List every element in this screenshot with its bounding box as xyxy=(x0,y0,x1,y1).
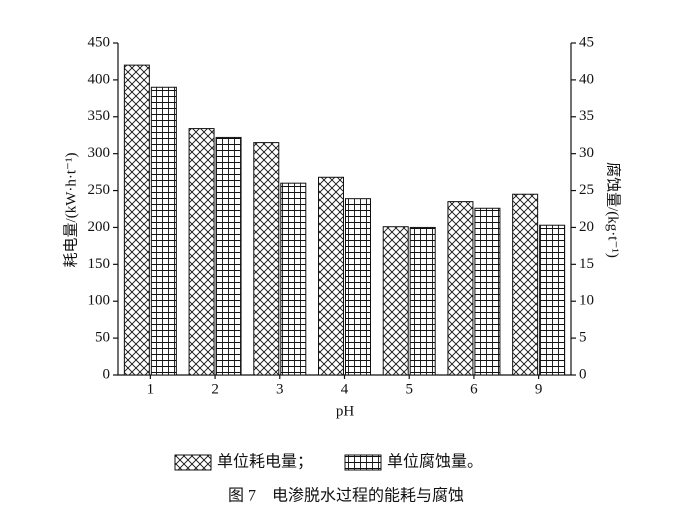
y-tick-label: 250 xyxy=(88,182,111,198)
bar xyxy=(345,198,371,376)
x-tick-label: 4 xyxy=(341,381,349,397)
y-tick-label: 50 xyxy=(95,330,110,346)
y-tick-label: 400 xyxy=(88,71,111,87)
y2-tick-label: 40 xyxy=(579,71,594,87)
y2-tick-label: 20 xyxy=(579,219,594,235)
axis-frame xyxy=(117,43,572,376)
caption: 图 7 电渗脱水过程的能耗与腐蚀 xyxy=(228,487,464,505)
y2-axis-label: 腐蚀量/(kg·t⁻¹) xyxy=(605,162,623,258)
x-tick-label: 1 xyxy=(147,381,155,397)
bar xyxy=(382,226,409,376)
bar xyxy=(409,226,436,376)
bar xyxy=(215,136,242,376)
legend-label: 单位腐蚀量。 xyxy=(387,453,483,471)
y2-tick-label: 10 xyxy=(579,293,594,309)
x-tick-label: 2 xyxy=(211,381,219,397)
x-tick-label: 5 xyxy=(405,381,413,397)
y2-tick-label: 35 xyxy=(579,108,594,124)
x-tick-label: 3 xyxy=(276,381,284,397)
bar xyxy=(253,142,280,376)
legend-swatch xyxy=(174,454,212,471)
y2-tick-label: 45 xyxy=(579,34,594,50)
y2-tick-label: 30 xyxy=(579,145,594,161)
x-tick-label: 6 xyxy=(470,381,478,397)
y-tick-label: 200 xyxy=(88,219,111,235)
y2-tick-label: 25 xyxy=(579,182,594,198)
y2-tick-label: 15 xyxy=(579,256,594,272)
y-tick-label: 0 xyxy=(103,366,111,382)
legend-label: 单位耗电量； xyxy=(217,453,313,471)
y-tick-label: 350 xyxy=(88,108,111,124)
x-tick-label: 9 xyxy=(535,381,543,397)
bar xyxy=(318,176,344,376)
bar xyxy=(280,182,307,376)
y-tick-label: 300 xyxy=(88,145,111,161)
y-tick-label: 150 xyxy=(88,256,111,272)
bar xyxy=(150,86,177,376)
bar xyxy=(123,64,150,376)
y2-tick-label: 5 xyxy=(579,330,587,346)
y-tick-label: 100 xyxy=(88,293,111,309)
bar xyxy=(539,224,566,376)
y2-tick-label: 0 xyxy=(579,366,587,382)
y-axis-label: 耗电量/(kW·h·t⁻¹) xyxy=(62,153,79,268)
y-tick-label: 450 xyxy=(88,34,111,50)
legend-swatch xyxy=(344,454,382,471)
bar xyxy=(474,207,501,376)
bar xyxy=(512,193,539,376)
bar xyxy=(188,128,215,376)
bar xyxy=(447,201,474,376)
x-axis-label: pH xyxy=(336,403,355,419)
